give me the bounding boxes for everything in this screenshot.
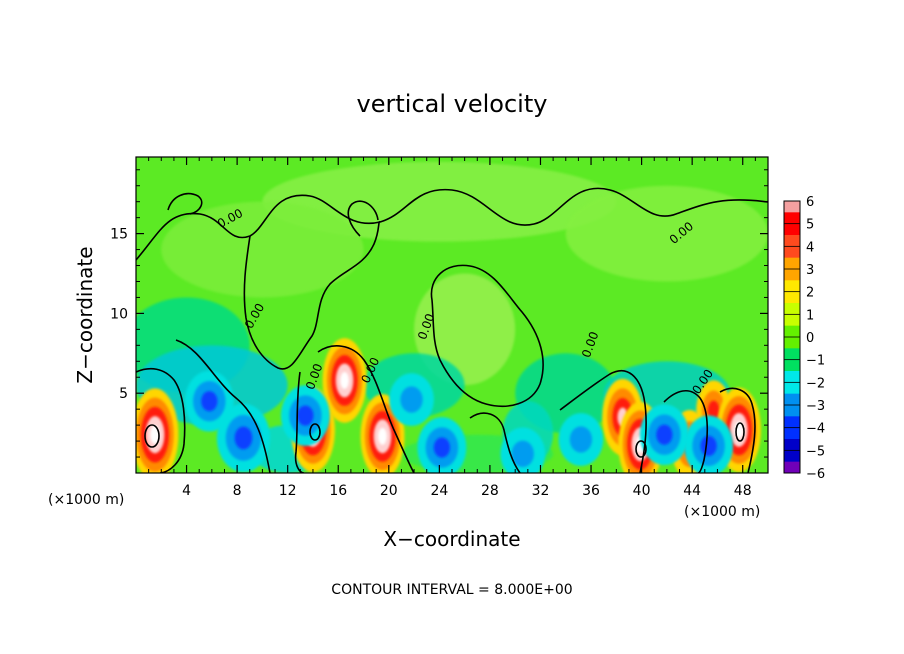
colorbar-swatch [784, 393, 800, 406]
contour-labels: 0.000.000.00 0.000.000.000.000.00 [215, 206, 716, 397]
colorbar-swatch [784, 337, 800, 349]
downdraft-core [433, 437, 451, 458]
downdraft-core [700, 435, 717, 456]
field-patch [565, 185, 768, 282]
contour-line [136, 367, 186, 473]
downdraft-core [656, 424, 673, 445]
colorbar: 6 5 4 3 2 1 0 −1 −2 −3 −4 −5 −6 [783, 195, 825, 482]
colorbar-swatch [784, 303, 800, 315]
downdraft-core [201, 391, 218, 412]
x-tick-label: 20 [380, 483, 398, 499]
contour-line [347, 200, 379, 237]
chart-title: vertical velocity [357, 90, 548, 118]
y-tick-label: 5 [119, 386, 128, 402]
contour-line [167, 192, 203, 215]
colorbar-label: −2 [806, 376, 825, 391]
velocity-field [136, 161, 768, 473]
downdraft-core [234, 426, 253, 450]
colorbar-label: −3 [806, 399, 825, 414]
contour-line [144, 424, 160, 448]
downdraft-core [511, 440, 534, 468]
colorbar-label: 4 [806, 240, 814, 255]
x-tick-label: 36 [582, 483, 600, 499]
x-tick-label: 40 [633, 483, 651, 499]
contour-line [136, 187, 768, 261]
colorbar-label: 0 [806, 331, 814, 346]
contour-line [719, 387, 756, 473]
colorbar-swatch [784, 382, 800, 395]
contour-line [317, 345, 415, 473]
contour-line [175, 339, 271, 473]
contour-interval-note: CONTOUR INTERVAL = 8.000E+00 [331, 582, 572, 598]
contour-line [663, 390, 709, 473]
colorbar-label: −5 [806, 444, 825, 459]
colorbar-swatch [784, 325, 800, 338]
colorbar-swatch [784, 235, 800, 247]
x-unit-left: (×1000 m) [48, 492, 124, 508]
y-axis: 5 10 15 [110, 169, 768, 458]
contour-line [735, 422, 745, 442]
colorbar-label: 1 [806, 308, 814, 323]
colorbar-label: −6 [806, 467, 825, 482]
updraft-core [340, 371, 349, 389]
x-tick-label: 24 [430, 483, 448, 499]
colorbar-swatch [784, 359, 800, 372]
colorbar-swatch [784, 212, 800, 225]
y-axis-label: Z−coordinate [73, 246, 97, 383]
colorbar-label: −1 [806, 354, 825, 369]
downdraft-core [400, 386, 423, 413]
colorbar-swatch [784, 246, 800, 259]
plot-area: 0.000.000.00 0.000.000.000.000.00 [136, 157, 768, 473]
zero-contours [136, 187, 768, 473]
contour-line [309, 423, 321, 441]
x-tick-label: 8 [233, 483, 242, 499]
colorbar-swatch [784, 348, 800, 361]
colorbar-label: −4 [806, 422, 825, 437]
y-tick-label: 15 [110, 227, 128, 243]
colorbar-swatch [784, 257, 800, 270]
x-tick-label: 48 [734, 483, 752, 499]
contour-line [430, 264, 544, 407]
colorbar-swatch [784, 314, 800, 327]
colorbar-swatch [784, 427, 800, 440]
x-axis: 4 8 12 16 20 24 28 32 36 40 44 48 [148, 157, 756, 499]
colorbar-label: 5 [806, 218, 814, 233]
x-tick-label: 32 [532, 483, 550, 499]
colorbar-swatch [784, 450, 800, 463]
downdraft-core [297, 405, 314, 426]
colorbar-swatch [784, 461, 800, 474]
x-unit-right: (×1000 m) [684, 504, 760, 520]
contour-line [469, 412, 521, 473]
colorbar-swatch [784, 439, 800, 451]
colorbar-swatch [784, 371, 800, 383]
downdraft-core [569, 426, 593, 453]
colorbar-swatch [784, 269, 800, 281]
x-tick-label: 44 [683, 483, 701, 499]
colorbar-swatch [784, 405, 800, 417]
colorbar-swatch [784, 201, 800, 213]
colorbar-swatch [784, 223, 800, 236]
colorbar-label: 2 [806, 286, 814, 301]
updraft-core [378, 427, 387, 445]
contour-line [559, 369, 647, 473]
x-tick-label: 28 [481, 483, 499, 499]
colorbar-label: 6 [806, 195, 814, 210]
colorbar-swatch [784, 416, 800, 429]
field-patch [161, 201, 364, 298]
x-axis-label: X−coordinate [383, 527, 520, 551]
contour-line [635, 440, 647, 458]
y-tick-label: 10 [110, 306, 128, 322]
x-tick-label: 12 [279, 483, 297, 499]
x-tick-label: 16 [329, 483, 347, 499]
x-tick-label: 4 [182, 483, 191, 499]
colorbar-swatch [784, 291, 800, 304]
colorbar-label: 3 [806, 263, 814, 278]
contour-line [243, 220, 381, 370]
colorbar-swatch [784, 280, 800, 293]
